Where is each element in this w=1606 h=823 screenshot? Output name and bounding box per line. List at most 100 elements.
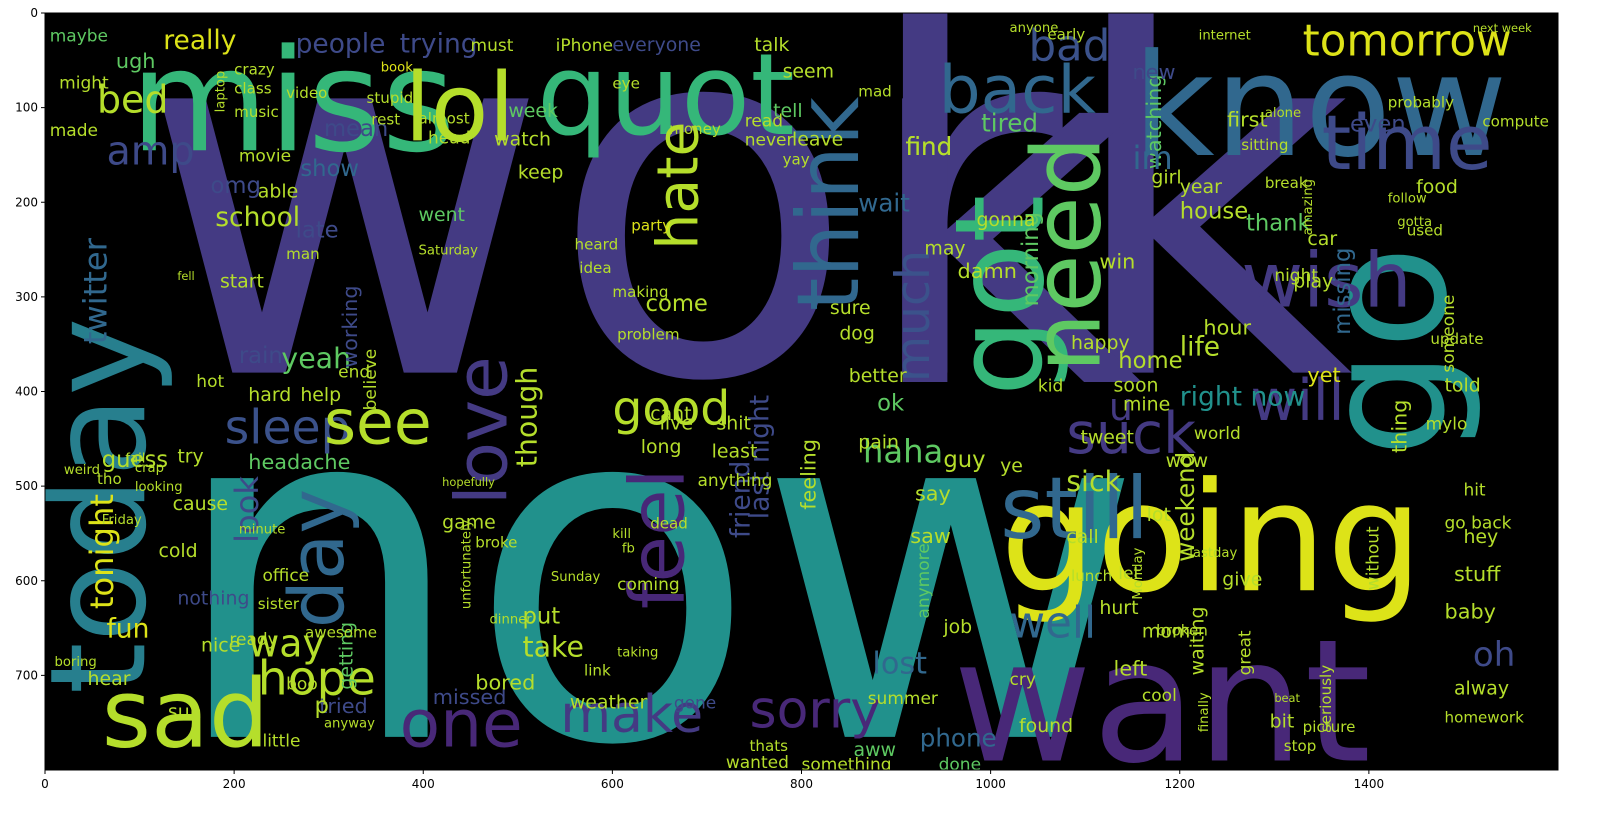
word-152: went: [419, 204, 465, 226]
word-198: tell: [773, 100, 803, 122]
word-241: p: [315, 693, 329, 719]
word-113: show: [300, 156, 359, 182]
word-229: let: [1118, 564, 1140, 584]
word-128: yet: [1307, 363, 1340, 387]
word-123: ugh: [116, 49, 156, 73]
y-axis: 0 100 200 300 400 500 600 700: [15, 6, 45, 682]
word-92: summer: [868, 689, 938, 709]
word-64: friend: [725, 461, 756, 539]
word-27: love: [440, 356, 523, 505]
word-91: done: [939, 755, 981, 775]
word-82: wait: [858, 189, 910, 218]
word-227: kid: [1038, 377, 1063, 397]
word-184: go back: [1445, 514, 1512, 534]
word-119: iPhone: [556, 36, 613, 56]
word-101: little: [262, 731, 300, 751]
word-193: book: [381, 61, 414, 76]
word-202: mad: [858, 82, 892, 100]
word-173: anything: [697, 471, 772, 491]
word-255: anyway: [324, 716, 375, 731]
word-211: early: [1047, 25, 1085, 43]
word-94: something: [802, 755, 892, 775]
word-150: girl: [1151, 166, 1181, 188]
word-130: dog: [839, 322, 875, 344]
word-30: hate: [645, 122, 711, 250]
word-239: awesome: [305, 624, 377, 642]
word-87: say: [915, 481, 951, 505]
word-13: still: [1000, 460, 1149, 559]
word-126: made: [50, 121, 98, 141]
word-180: told: [1445, 375, 1481, 397]
word-252: thats: [749, 737, 788, 755]
word-182: mylo: [1426, 414, 1468, 434]
word-250: man: [286, 245, 320, 263]
word-85: ok: [877, 390, 905, 416]
word-238: sister: [258, 595, 300, 613]
x-tick-label-4: 800: [790, 777, 813, 791]
word-216: probably: [1388, 94, 1454, 112]
word-257: unfortunately: [460, 519, 475, 609]
word-52: morning: [1018, 212, 1044, 306]
x-tick-label-6: 1200: [1164, 777, 1195, 791]
word-196: head: [428, 129, 470, 149]
word-32: suck: [1066, 401, 1196, 467]
word-248: minute: [239, 522, 286, 537]
word-39: twitter: [76, 237, 114, 344]
word-95: wanted: [726, 753, 789, 773]
word-56: weekend: [1171, 452, 1200, 562]
word-125: might: [59, 74, 109, 94]
word-236: Saturday: [419, 243, 479, 258]
word-50: life: [1180, 332, 1220, 363]
word-8: want: [953, 604, 1371, 802]
word-21: day: [273, 489, 361, 628]
x-tick-label-0: 0: [41, 777, 49, 791]
word-185: homework: [1445, 709, 1525, 727]
word-237: dinner: [489, 612, 532, 627]
word-83: damn: [958, 259, 1017, 283]
y-tick-label-3: 300: [15, 290, 38, 304]
word-158: office: [262, 566, 309, 586]
word-57: lost: [872, 646, 927, 681]
word-7: going: [1000, 449, 1423, 626]
word-165: pain: [858, 431, 899, 453]
word-209: idea: [579, 259, 611, 277]
word-75: first: [1227, 108, 1268, 132]
word-166: hot: [196, 372, 224, 392]
word-115: find: [906, 132, 953, 161]
word-230: broken: [1156, 622, 1208, 640]
word-55: look: [228, 476, 266, 543]
word-36: school: [215, 202, 300, 233]
word-210: heard: [575, 236, 619, 254]
word-258: hopefully: [442, 475, 495, 489]
word-77: food: [1416, 176, 1458, 198]
word-161: hear: [88, 668, 131, 690]
word-14: wish: [1241, 236, 1411, 324]
y-tick-label-7: 700: [15, 668, 38, 682]
word-88: saw: [910, 524, 951, 548]
word-181: someone: [1439, 295, 1459, 373]
word-109: try: [177, 445, 203, 467]
word-141: left: [1114, 656, 1148, 680]
word-51: house: [1180, 198, 1248, 224]
word-9: today: [22, 318, 176, 695]
word-171: shit: [716, 412, 750, 434]
word-256: broke: [475, 534, 517, 552]
word-191: video: [286, 84, 327, 102]
wordcloud-background: [45, 13, 1558, 770]
word-12: need: [1012, 136, 1122, 372]
word-253: link: [584, 661, 611, 679]
word-224: finally: [1197, 692, 1212, 732]
word-40: tonight: [83, 494, 121, 609]
word-111: late: [296, 217, 339, 243]
word-259: dead: [650, 515, 688, 533]
word-42: really: [163, 25, 236, 56]
word-100: tried: [319, 694, 367, 718]
word-19: sleep: [225, 401, 351, 456]
x-tick-label-2: 400: [412, 777, 435, 791]
x-tick-label-5: 1000: [975, 777, 1006, 791]
word-63: last night: [744, 395, 775, 519]
word-188: movie: [239, 147, 291, 167]
word-59: found: [1019, 715, 1073, 737]
